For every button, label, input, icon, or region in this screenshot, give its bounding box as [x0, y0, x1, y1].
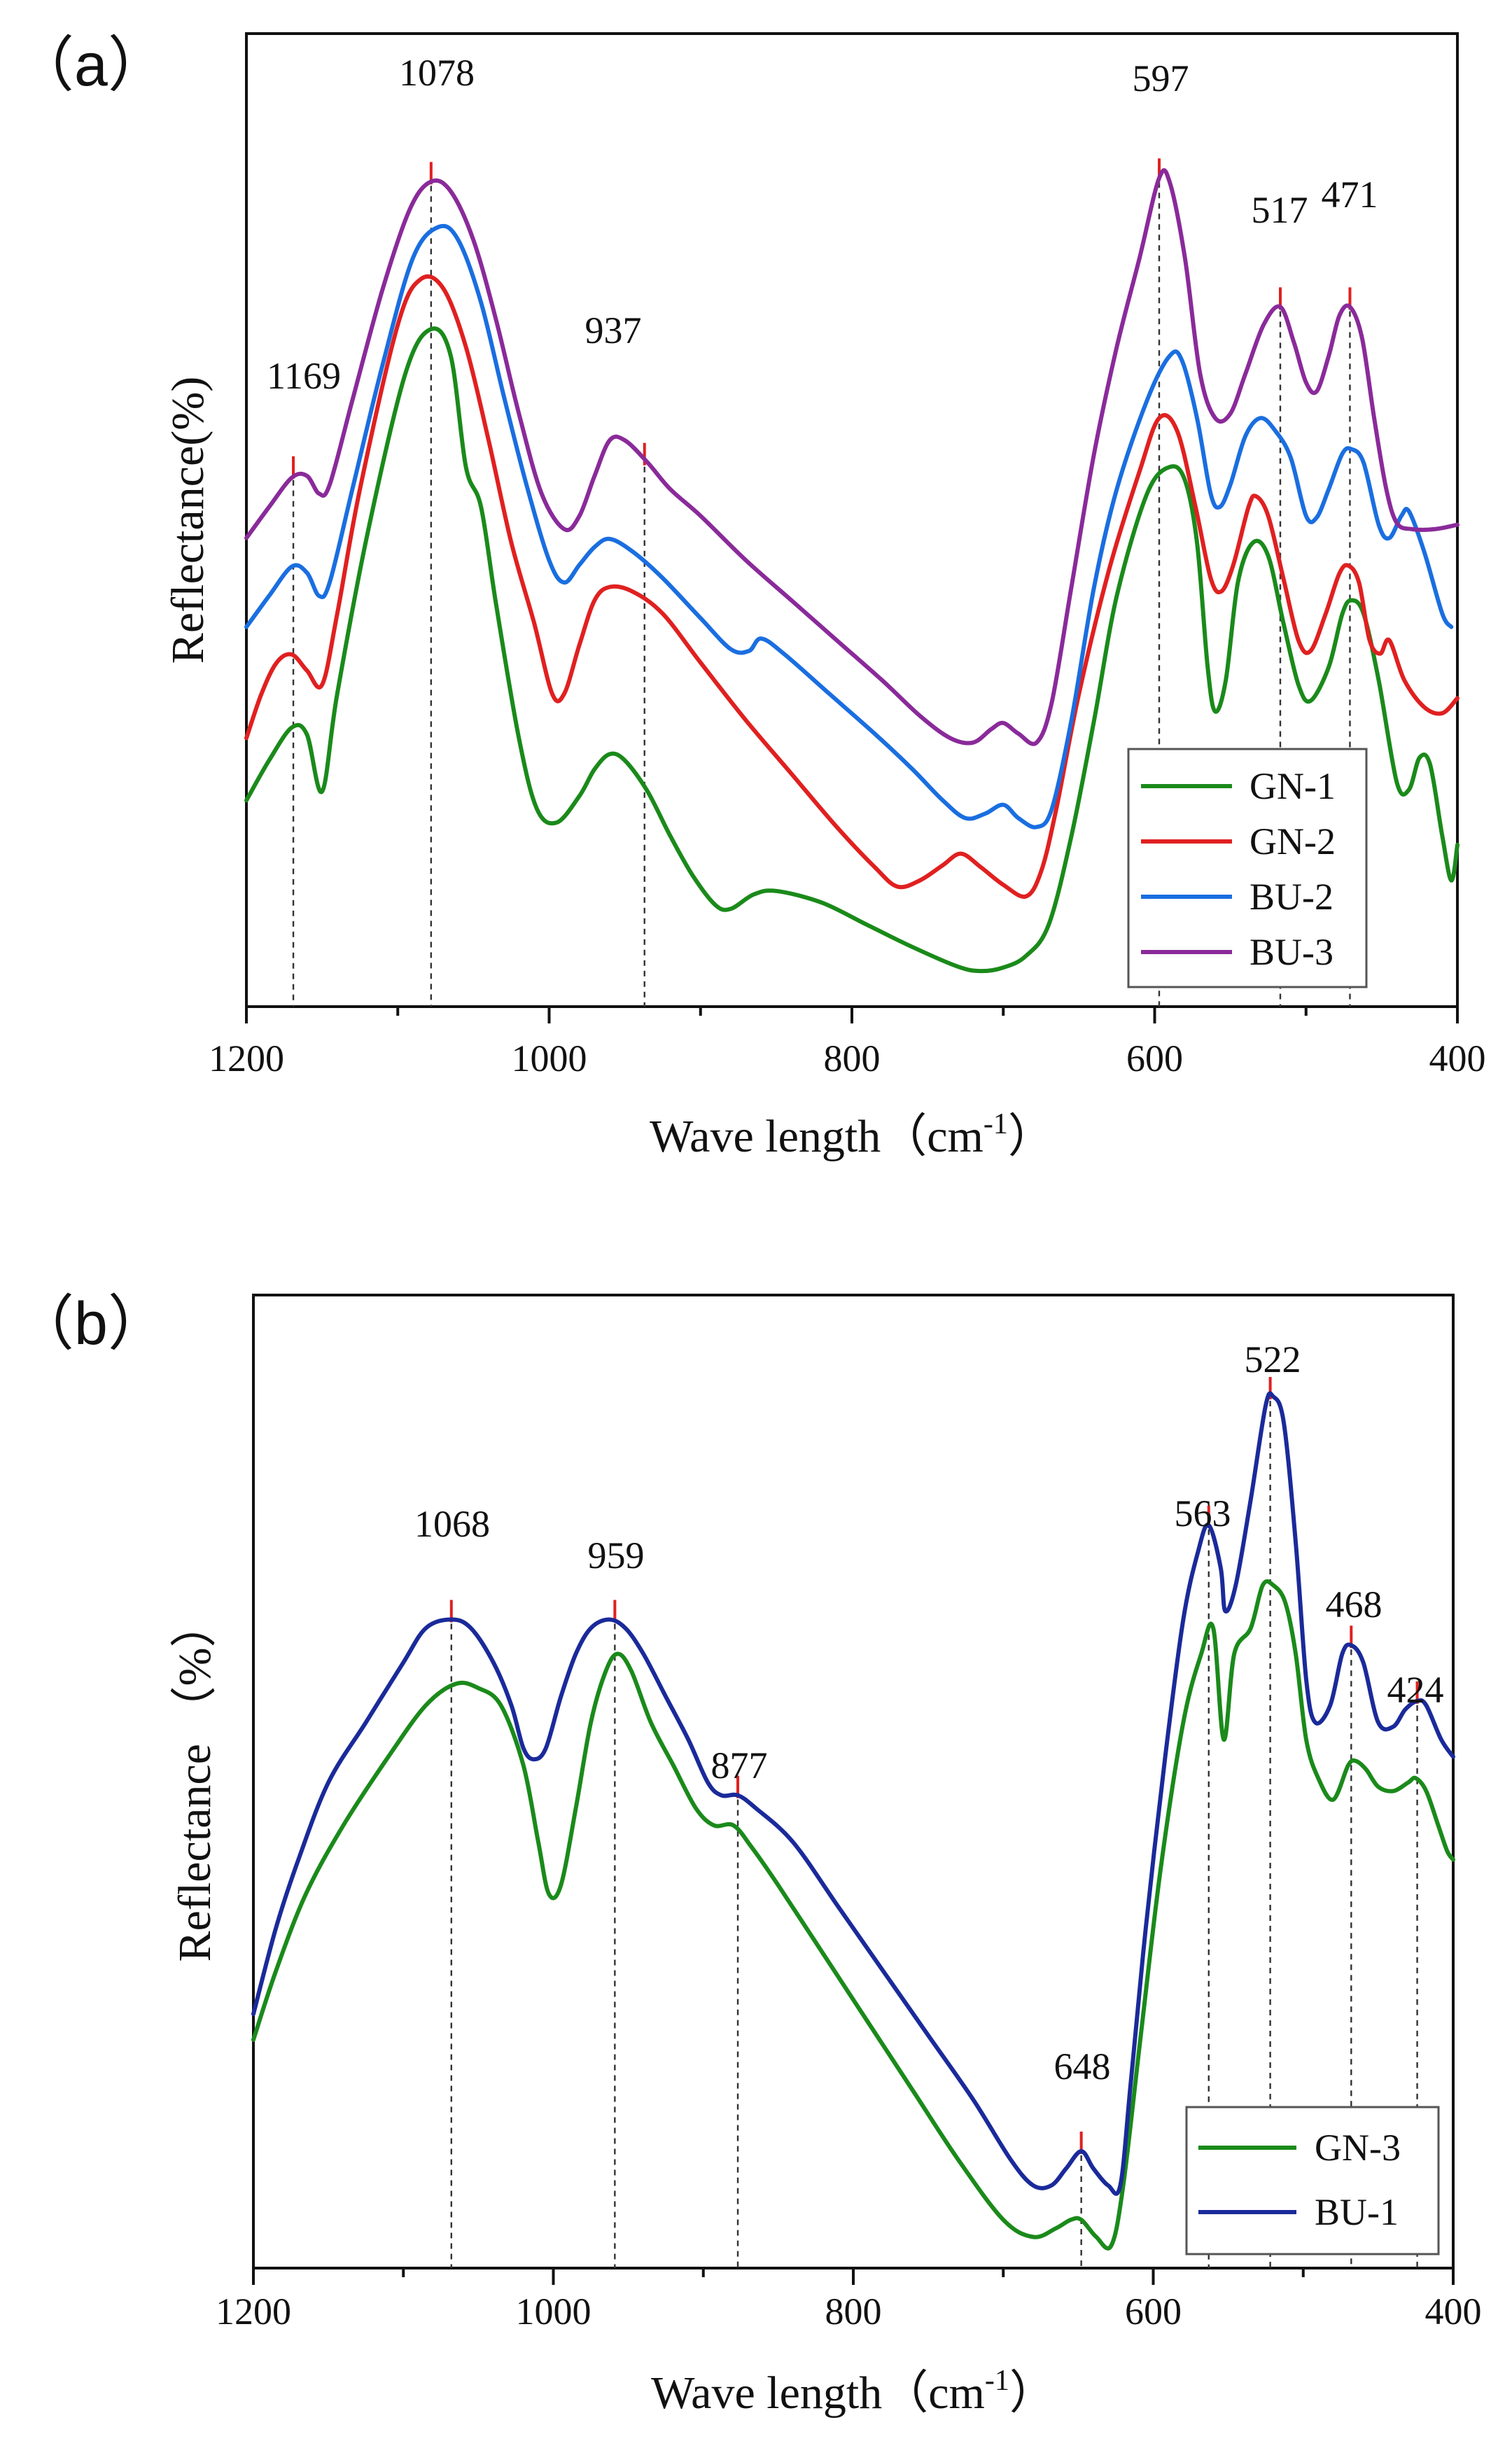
x-tick-label-b-400: 400: [1425, 2290, 1482, 2332]
chart-panel-b: （b） 1068 959 877 648 563 522 468 424 120…: [14, 1290, 1482, 2419]
x-tick-label-b-800: 800: [825, 2290, 882, 2332]
series-line-gn-3: [251, 1579, 1455, 2251]
series-line-bu-2: [244, 223, 1454, 830]
x-tick-label-b-1000: 1000: [516, 2290, 592, 2332]
x-tick-label-a-1200: 1200: [209, 1037, 284, 1079]
legend-label-gn-1: GN-1: [1250, 765, 1336, 807]
x-ticks-a: [245, 1007, 1459, 1023]
x-axis-title-a: Wave length（cm-1）: [650, 1108, 1054, 1162]
legend-label-bu-2: BU-2: [1250, 876, 1334, 918]
x-tick-label-a-400: 400: [1429, 1037, 1486, 1079]
y-axis-title-a: Reflectance(%): [162, 377, 214, 664]
x-tick-label-a-800: 800: [824, 1037, 881, 1079]
series-group-a: [244, 168, 1460, 974]
x-tick-label-a-1000: 1000: [512, 1037, 587, 1079]
chart-panel-a: （a） 1169 1078 937 597 517 471 1200 1000 …: [14, 32, 1486, 1162]
legend-label-bu-1: BU-1: [1315, 2191, 1399, 2233]
y-axis-title-b: Reflectance （%）: [169, 1602, 220, 1962]
peak-label-959: 959: [588, 1534, 645, 1576]
series-line-bu-3: [244, 168, 1460, 746]
peak-label-522: 522: [1245, 1338, 1301, 1380]
peak-label-1068: 1068: [414, 1503, 490, 1545]
legend-b: GN-3 BU-1: [1185, 2106, 1440, 2255]
peak-label-468: 468: [1326, 1583, 1382, 1625]
peak-label-648: 648: [1054, 2045, 1111, 2087]
peak-label-517: 517: [1252, 189, 1308, 231]
series-line-gn-1: [244, 326, 1460, 974]
panel-label-b: （b）: [14, 1290, 168, 1357]
peak-labels-a: 1169 1078 937 597 517 471: [267, 52, 1378, 397]
x-tick-label-b-600: 600: [1125, 2290, 1182, 2332]
peak-label-597: 597: [1133, 57, 1189, 99]
peak-label-424: 424: [1387, 1669, 1444, 1711]
peak-label-1169: 1169: [267, 355, 341, 397]
peak-labels-b: 1068 959 877 648 563 522 468 424: [414, 1338, 1444, 2087]
series-line-gn-2: [244, 274, 1460, 899]
x-ticks-b: [252, 2268, 1455, 2285]
x-tick-labels-b: 1200 1000 800 600 400: [216, 2290, 1482, 2332]
x-tick-label-b-1200: 1200: [216, 2290, 291, 2332]
peak-label-563: 563: [1175, 1492, 1231, 1534]
peak-label-937: 937: [585, 309, 642, 351]
peak-label-877: 877: [711, 1744, 768, 1786]
legend-label-gn-2: GN-2: [1250, 820, 1336, 862]
x-axis-title-b: Wave length（cm-1）: [651, 2365, 1056, 2419]
x-tick-label-a-600: 600: [1126, 1037, 1183, 1079]
legend-label-bu-3: BU-3: [1250, 931, 1334, 973]
series-group-b: [251, 1391, 1455, 2251]
series-line-bu-1: [251, 1391, 1455, 2196]
legend-a: GN-1 GN-2 BU-2 BU-3: [1127, 748, 1368, 988]
legend-box-a: [1127, 748, 1368, 988]
legend-box-b: [1185, 2106, 1440, 2255]
legend-label-gn-3: GN-3: [1315, 2127, 1401, 2169]
panel-label-a: （a）: [14, 32, 168, 99]
peak-label-1078: 1078: [399, 52, 475, 94]
peak-label-471: 471: [1322, 174, 1378, 216]
x-tick-labels-a: 1200 1000 800 600 400: [209, 1037, 1486, 1079]
